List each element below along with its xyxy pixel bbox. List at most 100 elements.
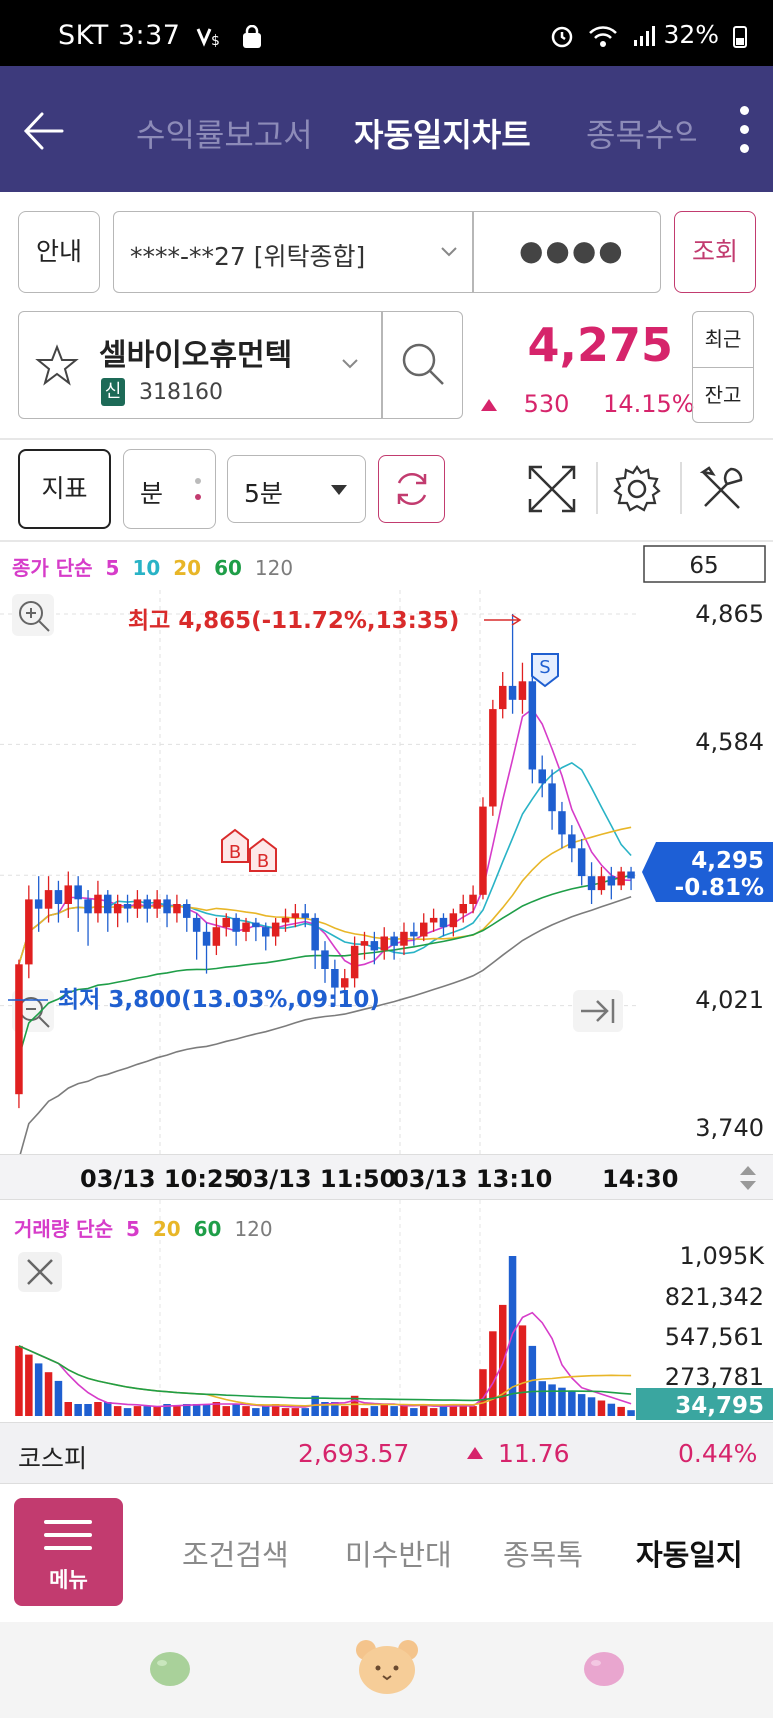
star-icon[interactable] bbox=[35, 344, 79, 386]
time-tick: 14:30 bbox=[602, 1165, 679, 1193]
tab-auto-journal-chart[interactable]: 자동일지차트 bbox=[354, 116, 531, 154]
volume-legend-ma20: 20 bbox=[153, 1217, 181, 1241]
tools-icon[interactable] bbox=[697, 464, 747, 514]
volume-bar bbox=[113, 1406, 122, 1416]
gear-icon[interactable] bbox=[612, 464, 662, 514]
volume-bar bbox=[143, 1406, 151, 1416]
password-field[interactable]: ●●●● bbox=[519, 234, 625, 267]
price-change: 530 14.15% bbox=[480, 390, 695, 418]
guide-button[interactable]: 안내 bbox=[18, 211, 100, 293]
menu-item-auto-journal[interactable]: 자동일지 bbox=[636, 1538, 743, 1572]
candle bbox=[370, 931, 379, 965]
buy-marker: B bbox=[221, 828, 249, 863]
scroll-arrows-icon[interactable] bbox=[730, 1161, 766, 1195]
svg-text:B: B bbox=[257, 851, 269, 872]
candle bbox=[153, 890, 161, 918]
candle bbox=[94, 880, 102, 923]
stock-selector[interactable]: 셀바이오휴먼텍 신 318160 bbox=[18, 311, 463, 419]
volume-bar bbox=[410, 1408, 418, 1416]
bear-mascot-icon[interactable] bbox=[354, 1636, 420, 1696]
volume-bar bbox=[192, 1404, 201, 1416]
volume-bar bbox=[212, 1402, 221, 1416]
volume-legend-ma120: 120 bbox=[234, 1217, 272, 1241]
green-bean-icon[interactable] bbox=[146, 1646, 194, 1692]
volume-bar bbox=[173, 1406, 181, 1416]
tab-profit-report[interactable]: 수익률보고서 bbox=[136, 116, 313, 154]
volume-bar bbox=[350, 1395, 359, 1416]
volume-bar bbox=[627, 1410, 635, 1416]
credit-badge: 신 bbox=[101, 378, 125, 406]
count-value: 65 bbox=[689, 553, 718, 579]
status-bar: SKT 3:37 $ 32% bbox=[0, 0, 773, 66]
candle bbox=[587, 862, 596, 904]
change-amount: 530 bbox=[523, 390, 570, 418]
pink-bean-icon[interactable] bbox=[580, 1646, 628, 1692]
volume-chart[interactable]: 거래량 단순 5 20 60 120 1,095K 821,342 547,56… bbox=[0, 1200, 773, 1422]
more-options-icon[interactable] bbox=[737, 106, 751, 156]
menu-item-unpaid-reverse[interactable]: 미수반대 bbox=[345, 1538, 452, 1572]
menu-item-condition-search[interactable]: 조건검색 bbox=[182, 1538, 289, 1572]
account-selector[interactable]: ****-**27 [위탁종합] ●●●● bbox=[113, 211, 661, 293]
candle bbox=[54, 880, 63, 923]
volume-bar bbox=[380, 1404, 388, 1416]
candle bbox=[133, 890, 142, 918]
change-percent: 14.15% bbox=[603, 390, 695, 418]
legend-ma120: 120 bbox=[255, 556, 293, 580]
candle bbox=[242, 917, 250, 942]
volume-bar bbox=[429, 1408, 438, 1416]
refresh-button[interactable] bbox=[378, 455, 445, 523]
volume-tick: 821,342 bbox=[665, 1283, 764, 1311]
balance-button[interactable]: 잔고 bbox=[693, 367, 753, 422]
candle bbox=[508, 614, 517, 714]
candle bbox=[548, 769, 556, 830]
menu-item-stock-talk[interactable]: 종목톡 bbox=[503, 1538, 584, 1572]
tab-stock-profit[interactable]: 종목수익 bbox=[586, 116, 696, 154]
candle bbox=[380, 927, 388, 960]
volume-bar bbox=[64, 1402, 72, 1416]
search-icon[interactable] bbox=[399, 340, 447, 388]
divider bbox=[680, 462, 682, 514]
candle bbox=[617, 866, 625, 891]
candle bbox=[341, 968, 349, 1002]
battery-icon bbox=[733, 26, 747, 48]
svg-text:S: S bbox=[539, 657, 550, 678]
volume-bar bbox=[104, 1402, 112, 1416]
unit-button[interactable]: 분 bbox=[123, 449, 216, 529]
bottom-mascot-bar bbox=[0, 1622, 773, 1718]
candle bbox=[222, 913, 230, 937]
candle bbox=[449, 908, 458, 937]
recent-button[interactable]: 최근 bbox=[704, 327, 742, 351]
interval-select[interactable]: 5분 bbox=[227, 455, 366, 523]
market-index-bar[interactable]: 코스피 2,693.57 11.76 0.44% bbox=[0, 1422, 773, 1484]
up-triangle-icon bbox=[467, 1447, 483, 1459]
stock-code: 318160 bbox=[139, 380, 223, 405]
up-triangle-icon bbox=[481, 399, 497, 411]
indicator-button[interactable]: 지표 bbox=[18, 449, 111, 529]
shopping-bag-icon bbox=[242, 24, 261, 48]
market-name: 코스피 bbox=[18, 1444, 88, 1473]
candle bbox=[232, 913, 240, 946]
count-box[interactable] bbox=[643, 545, 766, 583]
volume-bar bbox=[25, 1354, 33, 1416]
indicator-label: 지표 bbox=[41, 474, 88, 503]
candle bbox=[34, 876, 43, 932]
current-price-tag-pct: -0.81% bbox=[675, 875, 764, 901]
volume-bar bbox=[420, 1404, 428, 1416]
price-chart[interactable]: 종가 단순 5 10 20 60 120 65 최고 4,865(-11.72%… bbox=[0, 542, 773, 1154]
candle bbox=[429, 908, 438, 932]
battery-text: 32% bbox=[663, 20, 720, 49]
volume-bar bbox=[331, 1402, 339, 1416]
query-button[interactable]: 조회 bbox=[674, 211, 756, 293]
scroll-to-end-icon[interactable] bbox=[573, 990, 623, 1032]
ma10-line bbox=[18, 761, 632, 965]
fullscreen-icon[interactable] bbox=[527, 464, 577, 514]
zoom-in-icon[interactable] bbox=[12, 594, 54, 636]
back-arrow-icon[interactable] bbox=[18, 104, 72, 158]
close-icon[interactable] bbox=[18, 1252, 62, 1292]
volume-bar bbox=[321, 1402, 329, 1416]
price-tick: 3,740 bbox=[695, 1114, 764, 1142]
menu-button[interactable]: 메뉴 bbox=[14, 1498, 123, 1606]
volume-bar bbox=[538, 1381, 546, 1416]
volume-bar bbox=[518, 1325, 527, 1416]
volume-bar bbox=[74, 1404, 82, 1416]
